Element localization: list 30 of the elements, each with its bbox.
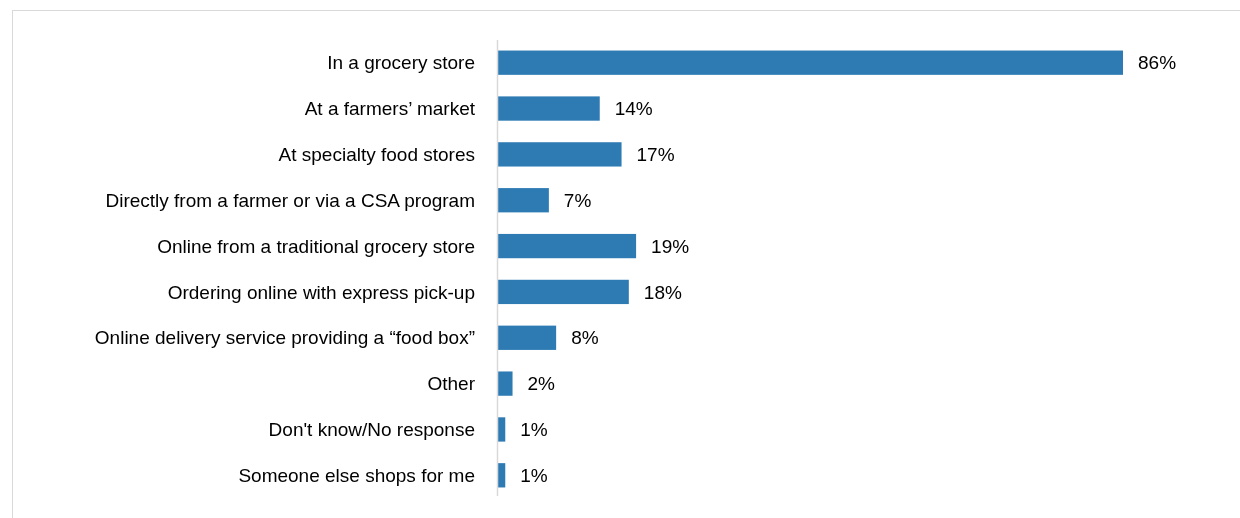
y-tick-label: Ordering online with express pick-up: [167, 281, 475, 303]
data-label: 14%: [614, 98, 653, 120]
bar: [498, 142, 622, 167]
bar: [498, 50, 1123, 75]
bar: [498, 96, 600, 121]
y-tick-label: Online from a traditional grocery store: [157, 235, 475, 257]
data-label: 18%: [643, 281, 682, 303]
y-tick-label: Directly from a farmer or via a CSA program: [105, 189, 475, 211]
y-tick-label: Online delivery service providing a “food box”: [94, 327, 475, 349]
data-label: 8%: [571, 327, 599, 349]
y-tick-label: At a farmers’ market: [304, 98, 476, 120]
data-label: 1%: [520, 464, 548, 486]
bar: [498, 463, 506, 488]
y-tick-label: Don't know/No response: [268, 419, 475, 441]
data-label: 1%: [520, 419, 548, 441]
data-label: 17%: [636, 144, 675, 166]
data-label: 86%: [1138, 52, 1177, 74]
data-label: 2%: [527, 373, 556, 395]
bar: [498, 233, 637, 259]
bar: [498, 417, 506, 442]
y-tick-label: In a grocery store: [327, 52, 475, 74]
y-tick-label: Other: [427, 373, 476, 395]
y-tick-label: At specialty food stores: [278, 144, 475, 166]
bar: [498, 279, 629, 305]
bar: [498, 325, 557, 350]
y-tick-label: Someone else shops for me: [238, 464, 475, 486]
bar: [498, 188, 549, 213]
data-label: 19%: [651, 235, 690, 257]
data-label: 7%: [563, 189, 592, 211]
bar: [498, 371, 513, 396]
